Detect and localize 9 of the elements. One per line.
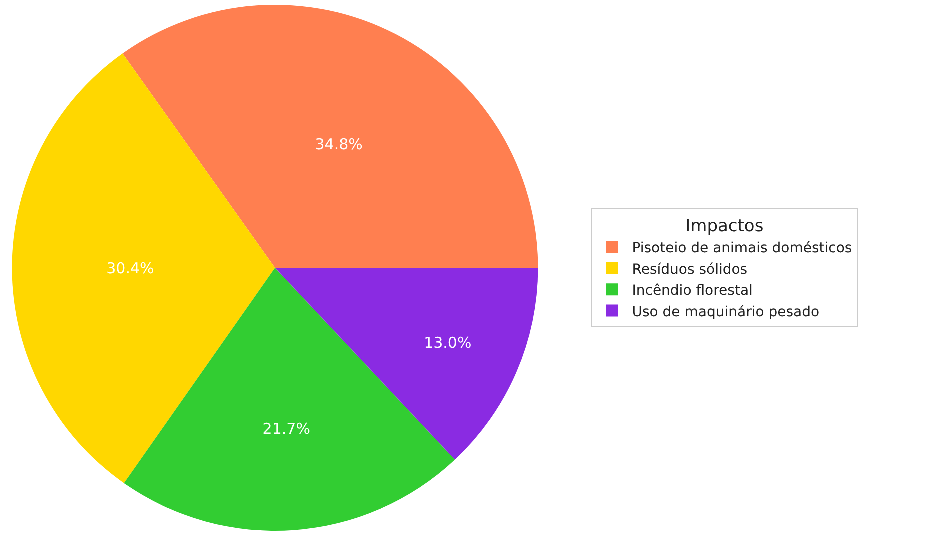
legend-title: Impactos — [686, 216, 764, 237]
data-label: 21.7% — [262, 420, 310, 438]
data-label: 13.0% — [424, 334, 472, 352]
legend-label: Uso de maquinário pesado — [632, 304, 820, 320]
data-label: 30.4% — [106, 259, 154, 278]
legend-label: Incêndio florestal — [632, 283, 753, 300]
legend-label: Pisoteio de animais domésticos — [632, 240, 852, 257]
legend-label: Resíduos sólidos — [632, 262, 748, 278]
data-label: 34.8% — [315, 135, 363, 154]
